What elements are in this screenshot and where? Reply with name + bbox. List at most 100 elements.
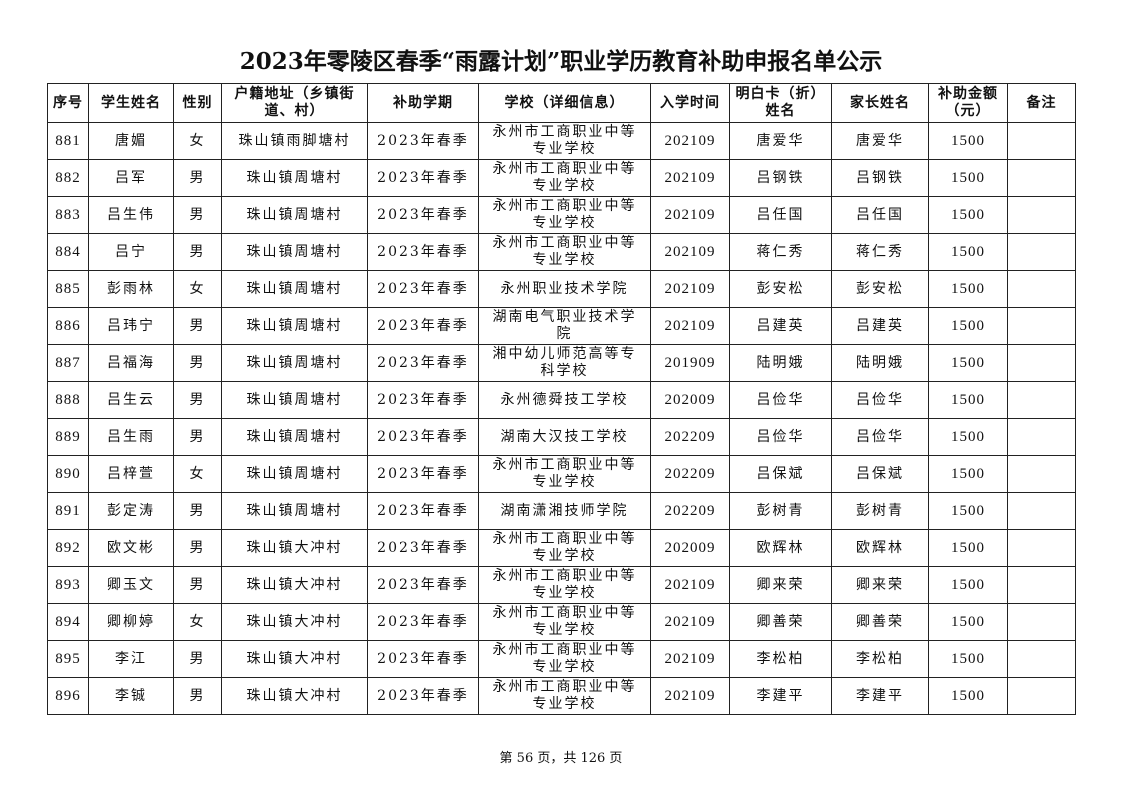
cell-amount: 1500 bbox=[928, 270, 1008, 308]
cell-enroll-date: 201909 bbox=[650, 344, 730, 382]
cell-student-name: 吕宁 bbox=[88, 233, 174, 271]
cell-seq: 883 bbox=[47, 196, 89, 234]
table-row: 895 李江男珠山镇大冲村 2023年春季 永州市工商职业中等专业学校 202109 李松… bbox=[47, 640, 1076, 678]
cell-parent-name: 卿善荣 bbox=[831, 603, 929, 641]
cell-address: 珠山镇大冲村 bbox=[221, 566, 368, 604]
cell-address: 珠山镇周塘村 bbox=[221, 381, 368, 419]
cell-address: 珠山镇周塘村 bbox=[221, 233, 368, 271]
cell-parent-name: 吕建英 bbox=[831, 307, 929, 345]
cell-school: 永州市工商职业中等专业学校 bbox=[478, 455, 651, 493]
cell-amount: 1500 bbox=[928, 603, 1008, 641]
column-header-school: 学校（详细信息） bbox=[478, 83, 651, 123]
cell-term: 2023年春季 bbox=[367, 233, 479, 271]
cell-school: 永州市工商职业中等专业学校 bbox=[478, 603, 651, 641]
cell-seq: 881 bbox=[47, 122, 89, 160]
cell-enroll-date: 202009 bbox=[650, 529, 730, 567]
cell-term: 2023年春季 bbox=[367, 566, 479, 604]
cell-school: 永州市工商职业中等专业学校 bbox=[478, 529, 651, 567]
cell-amount: 1500 bbox=[928, 344, 1008, 382]
table-row: 893 卿玉文男珠山镇大冲村 2023年春季 永州市工商职业中等专业学校 202109 卿… bbox=[47, 566, 1076, 604]
cell-student-name: 李铖 bbox=[88, 677, 174, 715]
cell-gender: 男 bbox=[173, 640, 222, 678]
subsidy-table: 序号 学生姓名 性别 户籍地址（乡镇街道、村） 补助学期 学校（详细信息） 入学时间 明白卡（… bbox=[47, 83, 1076, 715]
table-row: 881 唐媚女珠山镇雨脚塘村 2023年春季 永州市工商职业中等专业学校 202109 唐… bbox=[47, 122, 1076, 160]
column-header-card-name: 明白卡（折）姓名 bbox=[729, 83, 832, 123]
cell-card-name: 唐爱华 bbox=[729, 122, 832, 160]
page-number: 第 56 页，共 126 页 bbox=[499, 751, 623, 766]
cell-student-name: 欧文彬 bbox=[88, 529, 174, 567]
cell-remark bbox=[1007, 418, 1076, 456]
cell-school: 湖南潇湘技师学院 bbox=[478, 492, 651, 530]
cell-parent-name: 彭树青 bbox=[831, 492, 929, 530]
cell-address: 珠山镇周塘村 bbox=[221, 159, 368, 197]
cell-remark bbox=[1007, 381, 1076, 419]
cell-student-name: 唐媚 bbox=[88, 122, 174, 160]
cell-enroll-date: 202109 bbox=[650, 159, 730, 197]
cell-seq: 893 bbox=[47, 566, 89, 604]
cell-card-name: 彭安松 bbox=[729, 270, 832, 308]
cell-card-name: 卿来荣 bbox=[729, 566, 832, 604]
cell-enroll-date: 202109 bbox=[650, 640, 730, 678]
cell-school: 永州市工商职业中等专业学校 bbox=[478, 233, 651, 271]
table-row: 892 欧文彬男珠山镇大冲村 2023年春季 永州市工商职业中等专业学校 202009 欧… bbox=[47, 529, 1076, 567]
cell-seq: 888 bbox=[47, 381, 89, 419]
cell-address: 珠山镇周塘村 bbox=[221, 196, 368, 234]
cell-enroll-date: 202109 bbox=[650, 233, 730, 271]
cell-enroll-date: 202209 bbox=[650, 455, 730, 493]
cell-enroll-date: 202109 bbox=[650, 270, 730, 308]
cell-remark bbox=[1007, 344, 1076, 382]
cell-remark bbox=[1007, 603, 1076, 641]
cell-gender: 男 bbox=[173, 381, 222, 419]
cell-remark bbox=[1007, 455, 1076, 493]
cell-term: 2023年春季 bbox=[367, 196, 479, 234]
cell-remark bbox=[1007, 529, 1076, 567]
cell-address: 珠山镇周塘村 bbox=[221, 307, 368, 345]
cell-address: 珠山镇周塘村 bbox=[221, 455, 368, 493]
cell-enroll-date: 202109 bbox=[650, 307, 730, 345]
cell-term: 2023年春季 bbox=[367, 677, 479, 715]
cell-parent-name: 陆明娥 bbox=[831, 344, 929, 382]
cell-seq: 890 bbox=[47, 455, 89, 493]
cell-seq: 886 bbox=[47, 307, 89, 345]
cell-gender: 男 bbox=[173, 492, 222, 530]
table-row: 884 吕宁男珠山镇周塘村 2023年春季 永州市工商职业中等专业学校 202109 蒋仁… bbox=[47, 233, 1076, 271]
cell-parent-name: 吕任国 bbox=[831, 196, 929, 234]
cell-address: 珠山镇周塘村 bbox=[221, 492, 368, 530]
cell-remark bbox=[1007, 307, 1076, 345]
cell-seq: 896 bbox=[47, 677, 89, 715]
column-header-enroll-date: 入学时间 bbox=[650, 83, 730, 123]
cell-card-name: 卿善荣 bbox=[729, 603, 832, 641]
column-header-remark: 备注 bbox=[1007, 83, 1076, 123]
cell-address: 珠山镇周塘村 bbox=[221, 418, 368, 456]
cell-term: 2023年春季 bbox=[367, 418, 479, 456]
cell-address: 珠山镇大冲村 bbox=[221, 640, 368, 678]
cell-address: 珠山镇周塘村 bbox=[221, 270, 368, 308]
cell-student-name: 李江 bbox=[88, 640, 174, 678]
cell-seq: 891 bbox=[47, 492, 89, 530]
column-header-parent-name: 家长姓名 bbox=[831, 83, 929, 123]
cell-enroll-date: 202209 bbox=[650, 418, 730, 456]
table-row: 889 吕生雨男珠山镇周塘村 2023年春季 湖南大汉技工学校 202209 吕俭华 吕俭华… bbox=[47, 418, 1076, 456]
cell-school: 永州市工商职业中等专业学校 bbox=[478, 640, 651, 678]
cell-term: 2023年春季 bbox=[367, 455, 479, 493]
cell-amount: 1500 bbox=[928, 307, 1008, 345]
table-row: 891 彭定涛男珠山镇周塘村 2023年春季 湖南潇湘技师学院 202209 彭树青 彭树青… bbox=[47, 492, 1076, 530]
cell-gender: 男 bbox=[173, 566, 222, 604]
cell-seq: 894 bbox=[47, 603, 89, 641]
cell-parent-name: 吕钢铁 bbox=[831, 159, 929, 197]
cell-card-name: 吕保斌 bbox=[729, 455, 832, 493]
cell-card-name: 蒋仁秀 bbox=[729, 233, 832, 271]
cell-student-name: 彭定涛 bbox=[88, 492, 174, 530]
cell-school: 湖南电气职业技术学院 bbox=[478, 307, 651, 345]
cell-gender: 男 bbox=[173, 344, 222, 382]
cell-parent-name: 李建平 bbox=[831, 677, 929, 715]
cell-seq: 895 bbox=[47, 640, 89, 678]
cell-amount: 1500 bbox=[928, 492, 1008, 530]
column-header-gender: 性别 bbox=[173, 83, 222, 123]
cell-enroll-date: 202109 bbox=[650, 603, 730, 641]
cell-card-name: 李松柏 bbox=[729, 640, 832, 678]
cell-school: 永州德舜技工学校 bbox=[478, 381, 651, 419]
cell-gender: 女 bbox=[173, 122, 222, 160]
cell-amount: 1500 bbox=[928, 381, 1008, 419]
cell-remark bbox=[1007, 196, 1076, 234]
